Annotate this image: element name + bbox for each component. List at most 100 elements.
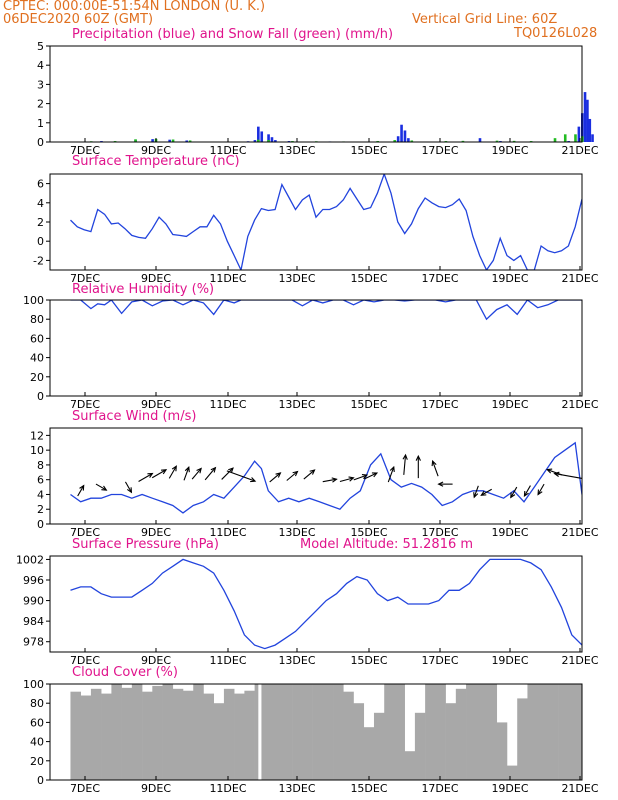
wind-arrow [339,477,354,483]
cloud-area-column [445,703,457,780]
wind-arrow [510,486,518,498]
precip-xtick-label: 19DEC [491,144,528,157]
pressure-xtick-label: 11DEC [209,654,246,667]
humidity-xtick-label: 21DEC [561,398,598,411]
temperature-panel: Surface Temperature (nC) -2 0 2 4 6 7DEC 9DEC 11… [33,154,599,285]
wind-ytick-label: 6 [37,474,44,487]
precip-bar-precip [267,134,270,142]
wind-xtick-label: 21DEC [561,526,598,539]
cloud-area-column [455,688,467,780]
cloud-panel: Cloud Cover (%) 0 20 40 60 80 100 7DEC 9DEC 11DEC… [23,665,599,795]
cloud-xtick-label: 7DEC [70,782,100,795]
cloud-area-column [414,712,426,780]
header-location: CPTEC: 000:00E-51:54N LONDON (U. K.) [3,0,266,14]
pressure-ytick-label: 1002 [16,553,44,566]
wind-arrow [204,467,216,481]
cloud-area-column [353,703,365,780]
precip-bar-precip [270,137,274,142]
wind-title: Surface Wind (m/s) [72,409,196,424]
wind-arrow [523,485,531,497]
wind-arrow-head [184,466,190,473]
cloud-xtick-label: 11DEC [209,782,246,795]
precip-bar-precip [396,136,400,142]
wind-xtick-label: 15DEC [350,526,387,539]
cloud-area-column [425,684,436,780]
precip-xtick-label: 21DEC [561,144,598,157]
temperature-line [70,174,582,270]
pressure-xtick-label: 9DEC [141,654,171,667]
wind-ytick-label: 12 [30,429,44,442]
precip-ytick-label: 0 [37,136,44,149]
humidity-xtick-label: 19DEC [491,398,528,411]
cloud-area-column [142,691,153,780]
cloud-area-column [384,684,395,780]
precip-bar-snow [461,140,465,142]
temperature-xtick-label: 15DEC [350,272,387,285]
cloud-xtick-label: 19DEC [491,782,528,795]
humidity-ytick-label: 80 [30,313,44,326]
wind-arrows [77,453,583,499]
wind-arrow-head [126,487,133,494]
precip-bar-snow [512,140,516,142]
precip-bar-precip [260,131,264,142]
precip-bar-precip [407,138,410,142]
temperature-xtick-label: 9DEC [141,272,171,285]
cloud-frame [49,683,583,781]
wind-arrow [191,468,202,480]
cloud-area-column [162,684,174,780]
precip-xtick-label: 11DEC [209,144,246,157]
cloud-ytick-label: 100 [23,678,44,691]
wind-arrow [322,478,337,483]
wind-arrow [554,473,583,479]
temperature-xtick-label: 19DEC [491,272,528,285]
pressure-xtick-label: 15DEC [350,654,387,667]
cloud-area-column [527,684,538,780]
wind-arrow [481,488,492,496]
cloud-area-column [363,727,375,780]
precip-bar-precip [588,118,592,142]
wind-arrow [286,471,298,481]
cloud-xtick-label: 13DEC [278,782,315,795]
cloud-area-column [80,695,92,780]
wind-arrow [95,483,107,491]
cloud-area-column [101,693,112,780]
cloud-area-column [394,684,405,780]
cloud-area-column [213,703,225,780]
precip-panel: Precipitation (blue) and Snow Fall (gree… [37,27,599,157]
temperature-ytick-label: -2 [33,254,44,267]
cloud-area-column [558,684,569,780]
header-model-code: TQ0126L028 [514,26,598,41]
cloud-title: Cloud Cover (%) [72,665,178,680]
cloud-area-column [121,687,133,780]
humidity-xtick-label: 11DEC [209,398,246,411]
wind-arrow [221,467,234,480]
cloud-area-column [373,712,385,780]
cloud-area-column [183,690,194,780]
wind-arrow-head [437,481,444,487]
humidity-frame [49,299,583,397]
precip-bar-precip [151,139,154,142]
wind-xtick-label: 11DEC [209,526,246,539]
precip-bar-snow [410,140,414,142]
precip-bar-precip [185,140,189,142]
cloud-xtick-label: 9DEC [141,782,171,795]
precip-ytick-label: 3 [37,78,44,91]
precip-bar-precip [253,140,257,142]
wind-arrow [183,467,190,481]
wind-arrow [403,454,407,475]
cloud-area-column [312,684,324,780]
temperature-ytick-label: 0 [37,235,44,248]
precip-bar-precip [591,134,594,142]
wind-arrow-head [196,467,202,474]
precip-bar-snow [188,140,192,142]
precip-frame [49,45,583,143]
wind-arrow-head [147,472,154,478]
humidity-xtick-label: 9DEC [141,398,171,411]
cloud-area-column [547,684,559,780]
wind-arrow-head [250,477,257,483]
wind-arrow-head [546,468,553,474]
wind-arrow-head [553,471,560,477]
wind-arrow-head [480,490,487,496]
cloud-area-column [223,688,235,780]
cloud-area-column [486,684,498,780]
